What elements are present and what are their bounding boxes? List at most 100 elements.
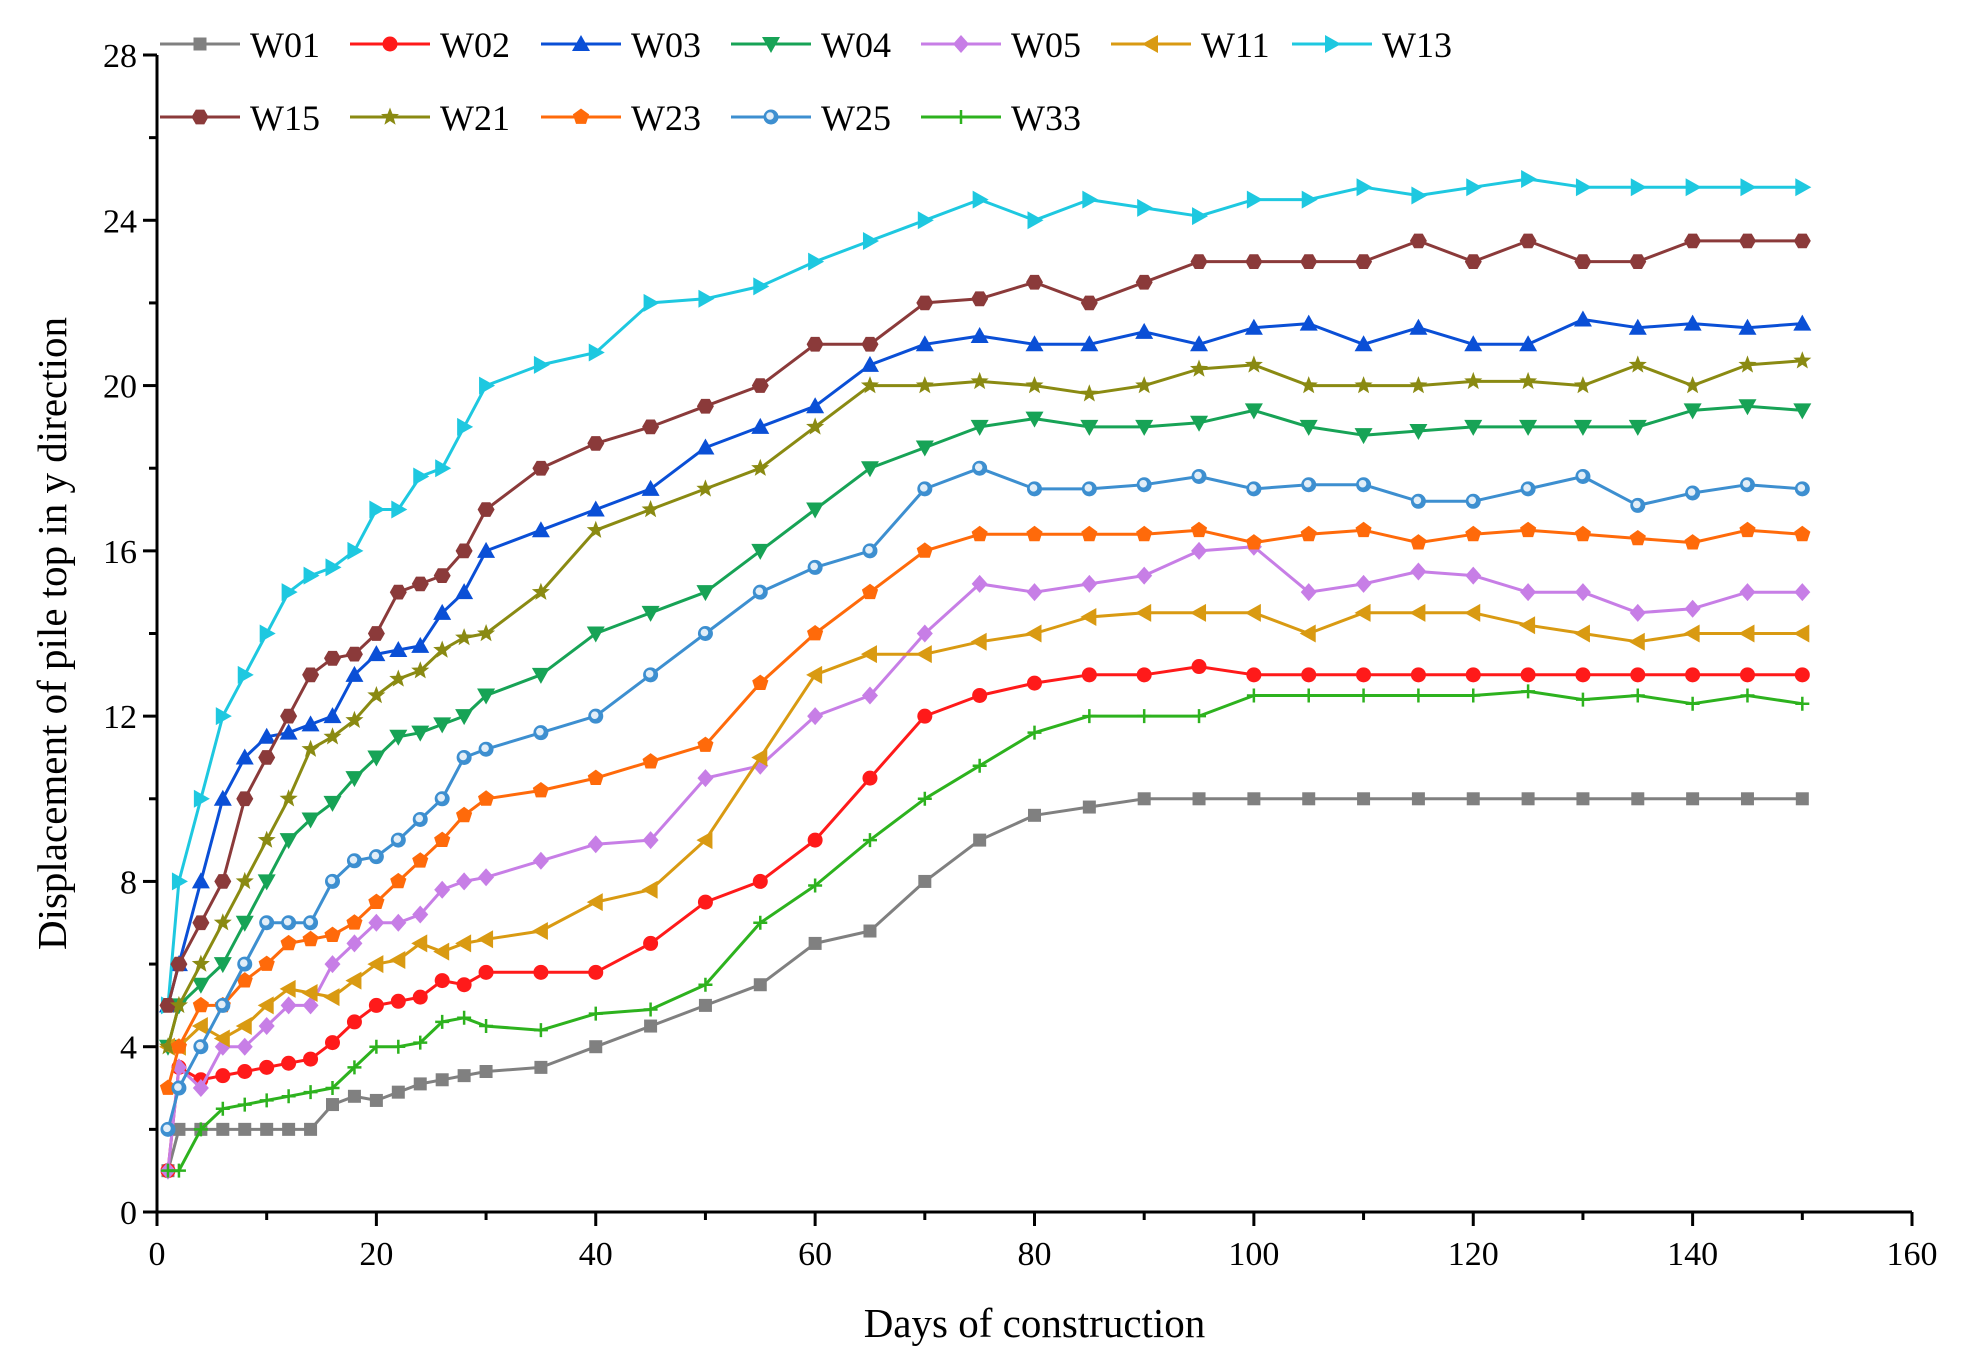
data-point-w21 bbox=[477, 624, 496, 642]
data-point-w15 bbox=[389, 584, 407, 600]
data-point-w21 bbox=[641, 500, 660, 518]
data-point-w33 bbox=[1575, 692, 1590, 707]
data-point-w02 bbox=[259, 1059, 275, 1075]
series-line-w33 bbox=[168, 689, 1803, 1173]
data-point-w03 bbox=[301, 715, 320, 732]
data-point-w02 bbox=[1191, 659, 1207, 675]
x-tick-label: 20 bbox=[359, 1236, 393, 1273]
data-point-w23 bbox=[280, 934, 297, 951]
data-point-w02 bbox=[237, 1064, 253, 1080]
marker-highlight bbox=[1029, 484, 1038, 492]
marker-highlight bbox=[174, 1083, 182, 1091]
data-point-w21 bbox=[1080, 384, 1099, 402]
data-point-w05 bbox=[478, 868, 495, 887]
data-point-w13 bbox=[413, 467, 430, 486]
data-point-w13 bbox=[259, 624, 276, 643]
data-point-w04 bbox=[345, 771, 364, 788]
data-point-w21 bbox=[1299, 376, 1318, 394]
data-point-w02 bbox=[533, 964, 549, 980]
data-point-w21 bbox=[531, 582, 550, 600]
marker-highlight bbox=[218, 1000, 226, 1009]
data-point-w23 bbox=[1465, 525, 1482, 542]
data-point-w04 bbox=[1519, 419, 1538, 436]
x-tick-label: 0 bbox=[149, 1236, 166, 1273]
data-point-w02 bbox=[281, 1055, 297, 1071]
marker-highlight bbox=[437, 793, 445, 802]
marker-highlight bbox=[1468, 496, 1477, 505]
x-axis-title: Days of construction bbox=[864, 1300, 1206, 1346]
data-point-w01 bbox=[1466, 792, 1480, 806]
y-ticks: 0 4 8 12 16 20 24 28 bbox=[103, 38, 157, 1232]
data-point-w02 bbox=[752, 873, 768, 889]
data-point-w15 bbox=[236, 791, 254, 807]
data-point-w23 bbox=[1081, 525, 1098, 542]
data-point-w02 bbox=[346, 1014, 362, 1030]
data-point-w04 bbox=[751, 543, 770, 560]
data-point-w23 bbox=[434, 831, 451, 847]
data-point-w21 bbox=[1683, 376, 1702, 394]
data-point-w05 bbox=[390, 913, 407, 932]
data-point-w02 bbox=[215, 1068, 231, 1084]
legend-label: W21 bbox=[440, 98, 510, 138]
data-point-w15 bbox=[861, 336, 879, 352]
data-point-w25 bbox=[1027, 481, 1042, 497]
data-point-w04 bbox=[213, 957, 232, 974]
data-point-w33 bbox=[171, 1163, 186, 1178]
data-point-w05 bbox=[1739, 583, 1756, 602]
legend-marker bbox=[382, 36, 398, 52]
data-point-w11 bbox=[1135, 603, 1152, 622]
data-point-w13 bbox=[171, 872, 188, 891]
marker-highlight bbox=[196, 1041, 204, 1050]
data-point-w11 bbox=[191, 1017, 208, 1036]
data-point-w11 bbox=[389, 950, 406, 969]
data-point-w25 bbox=[325, 873, 340, 889]
data-point-w13 bbox=[369, 500, 386, 519]
data-point-w11 bbox=[1793, 624, 1810, 643]
data-point-w15 bbox=[1135, 274, 1153, 290]
y-tick-label: 24 bbox=[103, 203, 137, 240]
data-point-w03 bbox=[1080, 335, 1099, 352]
x-tick-label: 80 bbox=[1018, 1236, 1052, 1273]
data-point-w02 bbox=[434, 973, 450, 989]
data-point-w21 bbox=[1025, 376, 1044, 394]
legend-label: W15 bbox=[250, 98, 320, 138]
data-point-w05 bbox=[1300, 583, 1317, 602]
data-point-w05 bbox=[280, 996, 297, 1015]
data-point-w04 bbox=[860, 461, 879, 478]
data-point-w03 bbox=[751, 417, 770, 434]
data-point-w05 bbox=[971, 574, 988, 593]
data-point-w11 bbox=[1299, 624, 1316, 643]
data-point-w33 bbox=[1082, 709, 1097, 724]
data-point-w03 bbox=[696, 438, 715, 455]
data-point-w25 bbox=[1465, 493, 1481, 509]
data-point-w05 bbox=[434, 880, 451, 899]
data-point-w25 bbox=[456, 749, 472, 765]
data-point-w15 bbox=[1409, 233, 1427, 249]
data-point-w13 bbox=[1082, 190, 1099, 209]
data-point-w13 bbox=[1521, 169, 1538, 188]
data-point-w15 bbox=[1684, 233, 1702, 249]
series-line-w04 bbox=[166, 404, 1803, 1048]
data-point-w23 bbox=[587, 769, 604, 785]
marker-highlight bbox=[974, 463, 983, 472]
data-point-w33 bbox=[1740, 688, 1755, 703]
data-point-w13 bbox=[1466, 178, 1483, 197]
data-point-w23 bbox=[368, 893, 385, 909]
marker-highlight bbox=[327, 876, 336, 885]
data-point-w05 bbox=[916, 624, 933, 643]
data-point-w04 bbox=[455, 709, 474, 726]
data-point-w15 bbox=[214, 874, 232, 889]
data-point-w15 bbox=[751, 378, 769, 393]
legend-marker bbox=[762, 37, 780, 53]
legend-marker bbox=[1142, 35, 1158, 53]
data-point-w05 bbox=[1520, 583, 1537, 602]
data-point-w13 bbox=[479, 376, 496, 395]
data-point-w01 bbox=[534, 1060, 548, 1074]
data-point-w33 bbox=[325, 1081, 340, 1096]
y-tick-label: 16 bbox=[103, 534, 137, 571]
data-point-w15 bbox=[587, 436, 605, 451]
data-point-w13 bbox=[808, 252, 825, 271]
data-point-w25 bbox=[697, 626, 713, 641]
data-point-w15 bbox=[258, 750, 276, 765]
